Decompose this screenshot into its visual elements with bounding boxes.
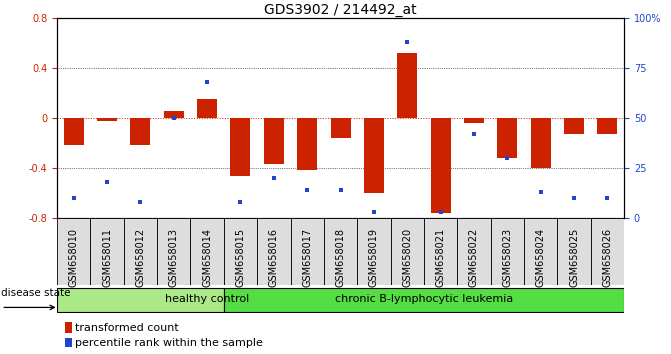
Text: GSM658023: GSM658023 [503, 228, 512, 287]
Bar [531, 118, 551, 168]
Bar [97, 118, 117, 121]
Bar [197, 99, 217, 118]
FancyBboxPatch shape [57, 218, 91, 285]
Bar [297, 118, 317, 170]
FancyBboxPatch shape [424, 218, 457, 285]
Text: healthy control: healthy control [165, 295, 249, 304]
Text: GSM658015: GSM658015 [236, 228, 246, 287]
Text: GSM658010: GSM658010 [68, 228, 79, 287]
Bar [66, 338, 72, 347]
Text: chronic B-lymphocytic leukemia: chronic B-lymphocytic leukemia [335, 295, 513, 304]
Bar [66, 322, 72, 333]
FancyBboxPatch shape [391, 218, 424, 285]
Point [68, 195, 79, 200]
Point [135, 199, 146, 205]
Text: GSM658011: GSM658011 [102, 228, 112, 287]
Text: disease state: disease state [1, 287, 70, 298]
FancyBboxPatch shape [57, 288, 224, 312]
Bar [230, 118, 250, 176]
Point [535, 189, 546, 195]
Point [368, 209, 379, 215]
Text: GSM658024: GSM658024 [535, 228, 546, 287]
Text: GSM658012: GSM658012 [136, 228, 146, 287]
Bar [564, 118, 584, 134]
Text: GSM658025: GSM658025 [569, 228, 579, 287]
Point [402, 39, 413, 45]
Point [102, 179, 113, 184]
Bar [497, 118, 517, 158]
Bar [331, 118, 350, 138]
FancyBboxPatch shape [157, 218, 191, 285]
FancyBboxPatch shape [558, 218, 590, 285]
Title: GDS3902 / 214492_at: GDS3902 / 214492_at [264, 3, 417, 17]
Text: percentile rank within the sample: percentile rank within the sample [75, 338, 263, 348]
Bar [431, 118, 451, 213]
FancyBboxPatch shape [457, 218, 491, 285]
Point [568, 195, 579, 200]
Text: transformed count: transformed count [75, 322, 179, 332]
Point [502, 155, 513, 161]
Point [602, 195, 613, 200]
Point [468, 131, 479, 137]
Bar [464, 118, 484, 123]
Text: GSM658019: GSM658019 [369, 228, 379, 287]
FancyBboxPatch shape [224, 218, 257, 285]
Point [302, 187, 313, 193]
FancyBboxPatch shape [91, 218, 123, 285]
Bar [597, 118, 617, 134]
FancyBboxPatch shape [257, 218, 291, 285]
FancyBboxPatch shape [491, 218, 524, 285]
Point [268, 175, 279, 181]
Point [435, 209, 446, 215]
FancyBboxPatch shape [291, 218, 324, 285]
Text: GSM658017: GSM658017 [302, 228, 312, 287]
Text: GSM658022: GSM658022 [469, 228, 479, 287]
Point [235, 199, 246, 205]
Text: GSM658026: GSM658026 [603, 228, 613, 287]
Bar [164, 112, 184, 118]
FancyBboxPatch shape [524, 218, 558, 285]
Text: GSM658016: GSM658016 [269, 228, 279, 287]
Bar [264, 118, 284, 164]
Point [202, 79, 213, 85]
FancyBboxPatch shape [324, 218, 357, 285]
Bar [130, 118, 150, 145]
Point [168, 115, 179, 120]
Text: GSM658013: GSM658013 [169, 228, 178, 287]
Bar [64, 118, 84, 145]
FancyBboxPatch shape [224, 288, 624, 312]
FancyBboxPatch shape [191, 218, 224, 285]
Text: GSM658020: GSM658020 [402, 228, 412, 287]
FancyBboxPatch shape [123, 218, 157, 285]
FancyBboxPatch shape [357, 218, 391, 285]
Bar [364, 118, 384, 193]
Text: GSM658014: GSM658014 [202, 228, 212, 287]
FancyBboxPatch shape [590, 218, 624, 285]
Text: GSM658021: GSM658021 [435, 228, 446, 287]
Point [336, 187, 346, 193]
Bar [397, 53, 417, 118]
Text: GSM658018: GSM658018 [336, 228, 346, 287]
